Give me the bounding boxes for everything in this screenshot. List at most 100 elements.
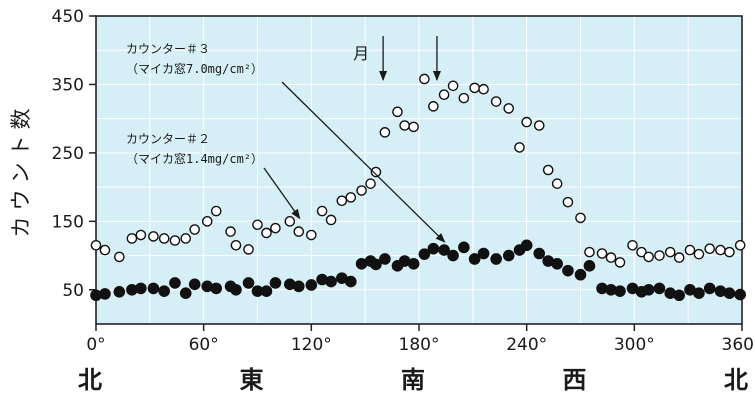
- data-point-open: [307, 230, 316, 239]
- data-point-open: [285, 217, 294, 226]
- data-point-open: [271, 224, 280, 233]
- data-point-filled: [563, 265, 574, 276]
- data-point-filled: [704, 283, 715, 294]
- data-point-open: [231, 241, 240, 250]
- data-point-filled: [584, 260, 595, 271]
- data-point-open: [262, 228, 271, 237]
- direction-label: 南: [401, 366, 425, 394]
- data-point-open: [448, 81, 457, 90]
- annotation-counter2-name: カウンター＃２: [126, 132, 210, 146]
- data-point-open: [181, 234, 190, 243]
- data-point-filled: [170, 278, 181, 289]
- data-point-filled: [448, 250, 459, 261]
- data-point-open: [420, 74, 429, 83]
- data-point-open: [615, 258, 624, 267]
- data-point-open: [203, 217, 212, 226]
- data-point-open: [294, 227, 303, 236]
- data-point-filled: [380, 254, 391, 265]
- x-tick-label: 300°: [614, 335, 655, 355]
- data-point-filled: [231, 284, 242, 295]
- data-point-open: [459, 94, 468, 103]
- data-point-filled: [428, 243, 439, 254]
- data-point-open: [357, 186, 366, 195]
- data-point-filled: [408, 258, 419, 269]
- data-point-open: [429, 102, 438, 111]
- data-point-open: [470, 83, 479, 92]
- data-point-open: [576, 213, 585, 222]
- data-point-open: [628, 241, 637, 250]
- data-point-open: [337, 196, 346, 205]
- data-point-open: [149, 232, 158, 241]
- data-point-open: [100, 245, 109, 254]
- data-point-open: [736, 241, 745, 250]
- data-point-open: [136, 230, 145, 239]
- data-point-filled: [159, 286, 170, 297]
- annotation-counter3-window: （マイカ窓7.0mg/cm²）: [126, 61, 263, 76]
- data-point-filled: [694, 288, 705, 299]
- data-point-filled: [643, 284, 654, 295]
- direction-label: 北: [78, 366, 102, 394]
- data-point-open: [716, 245, 725, 254]
- data-point-open: [492, 97, 501, 106]
- x-tick-label: 360°: [722, 335, 755, 355]
- data-point-filled: [261, 286, 272, 297]
- data-point-open: [606, 253, 615, 262]
- data-point-open: [127, 234, 136, 243]
- data-point-open: [515, 143, 524, 152]
- data-point-filled: [180, 288, 191, 299]
- data-point-filled: [478, 248, 489, 259]
- data-point-filled: [674, 290, 685, 301]
- data-point-filled: [211, 283, 222, 294]
- data-point-open: [326, 215, 335, 224]
- x-tick-label: 240°: [506, 335, 547, 355]
- direction-label: 北: [724, 366, 748, 394]
- y-tick-label: 50: [62, 281, 84, 301]
- data-point-filled: [270, 278, 281, 289]
- data-point-open: [409, 122, 418, 131]
- data-point-filled: [503, 250, 514, 261]
- data-point-open: [170, 236, 179, 245]
- data-point-open: [190, 225, 199, 234]
- data-point-open: [91, 241, 100, 250]
- data-point-open: [644, 252, 653, 261]
- data-point-filled: [135, 283, 146, 294]
- data-point-filled: [326, 276, 337, 287]
- data-point-filled: [293, 281, 304, 292]
- y-tick-label: 250: [52, 144, 84, 164]
- x-axis-ticks: 0° 60° 120° 180° 240° 300° 360°: [86, 324, 755, 355]
- data-point-open: [318, 206, 327, 215]
- data-point-filled: [243, 278, 254, 289]
- data-point-open: [393, 107, 402, 116]
- y-tick-label: 150: [52, 212, 84, 232]
- data-point-open: [585, 248, 594, 257]
- y-axis-label: カウント数: [9, 103, 33, 238]
- direction-label: 東: [240, 366, 264, 394]
- data-point-open: [694, 250, 703, 259]
- data-point-filled: [306, 280, 317, 291]
- data-point-open: [725, 248, 734, 257]
- data-point-filled: [615, 286, 626, 297]
- x-tick-label: 120°: [291, 335, 332, 355]
- data-point-filled: [458, 242, 469, 253]
- x-tick-label: 0°: [86, 335, 105, 355]
- data-point-filled: [521, 240, 532, 251]
- data-point-open: [226, 227, 235, 236]
- data-point-open: [563, 198, 572, 207]
- data-point-open: [553, 179, 562, 188]
- data-point-filled: [345, 276, 356, 287]
- data-point-open: [705, 244, 714, 253]
- data-point-open: [522, 117, 531, 126]
- y-axis-ticks: 50 150 250 350 450: [52, 7, 96, 301]
- data-point-open: [115, 252, 124, 261]
- data-point-filled: [735, 289, 746, 300]
- data-point-open: [160, 234, 169, 243]
- data-point-filled: [100, 288, 111, 299]
- data-point-open: [504, 104, 513, 113]
- data-point-open: [346, 193, 355, 202]
- annotation-moon-label: 月: [353, 44, 369, 63]
- data-point-open: [535, 121, 544, 130]
- data-point-filled: [534, 248, 545, 259]
- data-point-filled: [654, 283, 665, 294]
- data-point-open: [479, 85, 488, 94]
- data-point-open: [675, 253, 684, 262]
